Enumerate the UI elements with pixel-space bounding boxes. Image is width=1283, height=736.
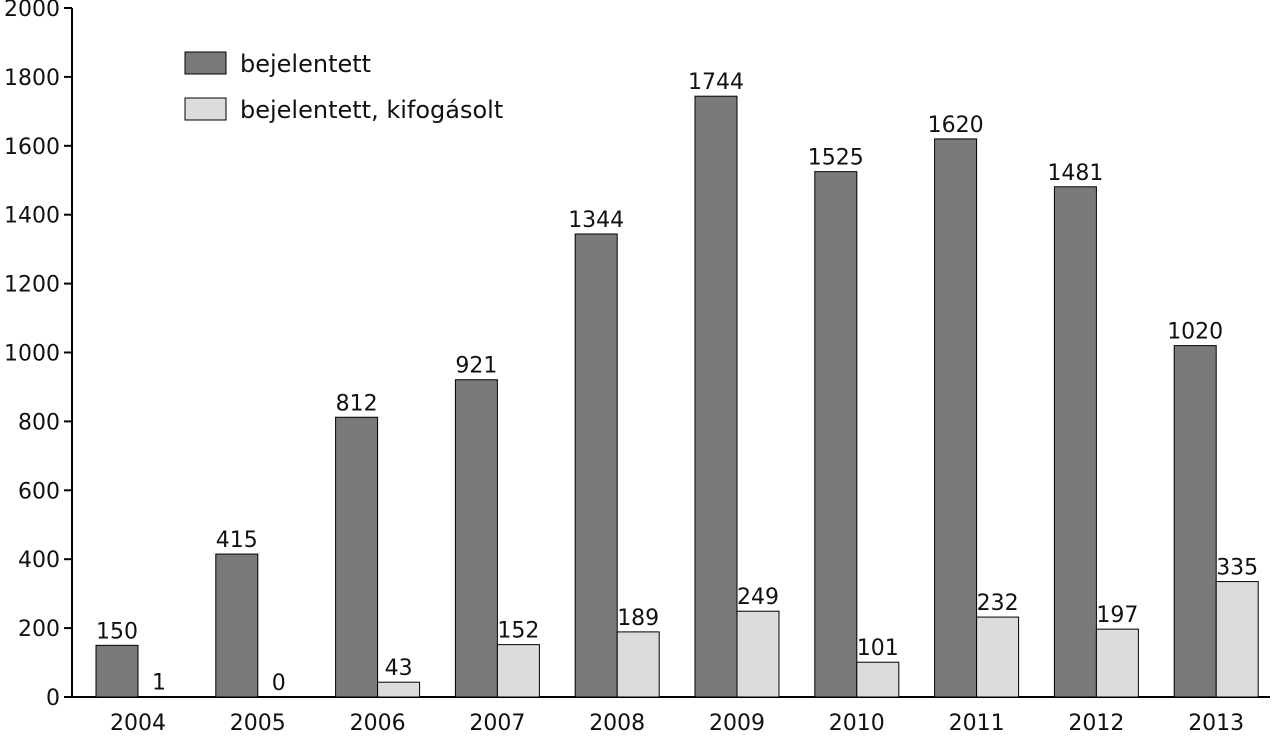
data-label: 1525 (808, 146, 864, 171)
data-label: 249 (737, 585, 779, 610)
bar-bejelentett-2011 (934, 138, 978, 698)
x-tick-label: 2012 (1068, 711, 1124, 736)
bar-bejelentett-2004 (95, 644, 139, 698)
data-label: 152 (497, 619, 539, 644)
y-tick-label: 1400 (4, 204, 60, 229)
y-ticks: 0 200 400 600 800 1000 1200 1400 1600 1800 2000 (4, 0, 72, 711)
y-tick-label: 1200 (4, 273, 60, 298)
data-label: 1481 (1047, 161, 1103, 186)
data-label: 0 (272, 671, 286, 696)
data-label: 1620 (928, 113, 984, 138)
data-label: 415 (216, 528, 258, 553)
legend-label-kifogasolt: bejelentett, kifogásolt (240, 96, 503, 124)
data-label: 197 (1096, 603, 1138, 628)
data-label: 43 (385, 656, 413, 681)
legend-swatch-kifogasolt (184, 97, 227, 121)
y-tick-label: 400 (18, 548, 60, 573)
bar-bejelentett-2013 (1173, 345, 1217, 698)
y-tick-label: 1600 (4, 135, 60, 160)
bar-kifogasolt-2010 (856, 661, 900, 698)
x-tick-label: 2013 (1188, 711, 1244, 736)
bar-bejelentett-2005 (215, 553, 259, 698)
x-tick-label: 2007 (469, 711, 525, 736)
data-labels: 150 1 415 0 812 43 921 152 1344 189 1744 249 1525 101… (96, 70, 1258, 696)
y-tick-label: 800 (18, 410, 60, 435)
bar-bejelentett-2008 (574, 233, 618, 698)
y-tick-label: 1800 (4, 66, 60, 91)
bar-kifogasolt-2008 (616, 631, 660, 698)
data-label: 1020 (1167, 320, 1223, 345)
legend-swatch-bejelentett (184, 51, 227, 75)
x-tick-label: 2005 (230, 711, 286, 736)
x-tick-label: 2009 (709, 711, 765, 736)
data-label: 921 (455, 354, 497, 379)
bar-bejelentett-2012 (1053, 186, 1097, 698)
bar-bejelentett-2006 (335, 416, 379, 698)
data-label: 1744 (688, 70, 744, 95)
y-tick-label: 600 (18, 479, 60, 504)
bar-kifogasolt-2011 (976, 616, 1020, 698)
x-tick-label: 2010 (829, 711, 885, 736)
data-label: 101 (857, 636, 899, 661)
data-label: 1344 (568, 208, 624, 233)
legend: bejelentett bejelentett, kifogásolt (184, 50, 503, 124)
data-label: 335 (1216, 556, 1258, 581)
legend-label-bejelentett: bejelentett (240, 50, 371, 78)
bar-bejelentett-2009 (694, 95, 738, 698)
x-tick-label: 2004 (110, 711, 166, 736)
y-tick-label: 0 (46, 686, 60, 711)
x-ticks: 2004 2005 2006 2007 2008 2009 2010 2011 2012 2013 (110, 711, 1244, 736)
bar-kifogasolt-2009 (736, 610, 780, 698)
bar-bejelentett-2007 (454, 379, 498, 698)
bar-kifogasolt-2006 (377, 681, 421, 698)
y-tick-label: 200 (18, 617, 60, 642)
y-tick-label: 2000 (4, 0, 60, 22)
data-label: 189 (617, 606, 659, 631)
data-label: 812 (336, 391, 378, 416)
data-label: 232 (977, 591, 1019, 616)
bar-kifogasolt-2007 (496, 644, 540, 698)
data-label: 1 (152, 671, 166, 696)
bar-kifogasolt-2012 (1095, 628, 1139, 698)
bar-kifogasolt-2013 (1215, 581, 1259, 698)
bars (95, 95, 1259, 698)
x-tick-label: 2011 (949, 711, 1005, 736)
y-tick-label: 1000 (4, 342, 60, 367)
data-label: 150 (96, 619, 138, 644)
x-tick-label: 2008 (589, 711, 645, 736)
x-tick-label: 2006 (350, 711, 406, 736)
bar-bejelentett-2010 (814, 171, 858, 698)
